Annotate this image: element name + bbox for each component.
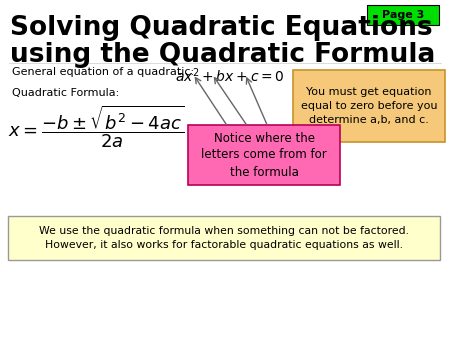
Text: You must get equation
equal to zero before you
determine a,b, and c.: You must get equation equal to zero befo… [301,87,437,125]
Text: Page 3: Page 3 [382,10,424,20]
Text: using the Quadratic Formula: using the Quadratic Formula [10,42,436,68]
Text: Notice where the
letters come from for
the formula: Notice where the letters come from for t… [201,131,327,178]
FancyBboxPatch shape [367,5,439,25]
Text: Solving Quadratic Equations: Solving Quadratic Equations [10,15,432,41]
Text: General equation of a quadratic:: General equation of a quadratic: [12,67,194,77]
Text: $x = \dfrac{-b \pm \sqrt{b^2 - 4ac}}{2a}$: $x = \dfrac{-b \pm \sqrt{b^2 - 4ac}}{2a}… [8,103,184,150]
Text: $ax^2 + bx + c = 0$: $ax^2 + bx + c = 0$ [175,66,284,84]
FancyBboxPatch shape [8,216,440,260]
FancyBboxPatch shape [188,125,340,185]
Text: Quadratic Formula:: Quadratic Formula: [12,88,119,98]
FancyBboxPatch shape [293,70,445,142]
Text: We use the quadratic formula when something can not be factored.
However, it als: We use the quadratic formula when someth… [39,225,409,250]
